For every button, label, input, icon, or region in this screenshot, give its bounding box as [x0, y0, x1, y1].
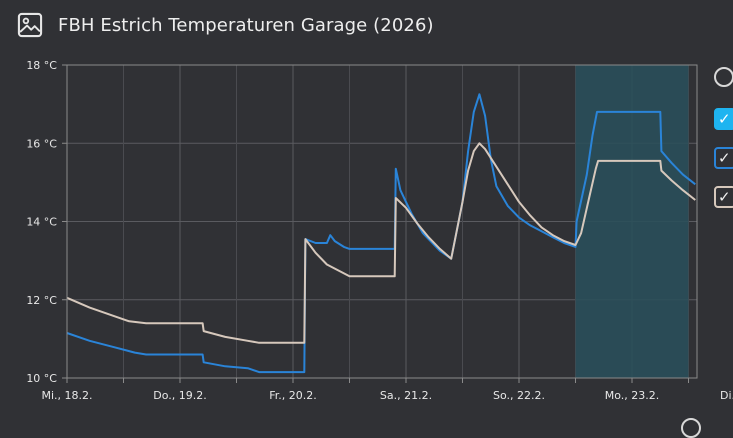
y-tick-label: 14 °C	[26, 216, 57, 229]
legend-checkbox[interactable]: ✓	[714, 108, 733, 130]
temperature-chart: 10 °C 12 °C 14 °C 16 °C 18 °C Mi., 18.2. Do., …	[26, 59, 733, 402]
weekday-highlight	[575, 65, 689, 378]
chart-axes	[62, 64, 698, 383]
x-tick-label: So., 22.2.	[493, 389, 545, 402]
legend-radio[interactable]	[714, 67, 733, 87]
series-group	[66, 93, 696, 374]
plot-frame	[66, 64, 698, 379]
check-icon: ✓	[718, 188, 731, 206]
chart-title: FBH Estrich Temperaturen Garage (2026)	[58, 14, 434, 36]
series-line	[66, 142, 696, 344]
check-icon: ✓	[718, 149, 731, 167]
partial-control-icon[interactable]	[681, 418, 701, 438]
x-tick-label: Di., 24.2.	[720, 389, 733, 402]
x-tick-label: Fr., 20.2.	[269, 389, 317, 402]
highlight-band	[575, 65, 689, 378]
image-icon	[17, 12, 43, 38]
y-tick-label: 12 °C	[26, 294, 57, 307]
y-tick-label: 18 °C	[26, 59, 57, 72]
legend-checkbox[interactable]: ✓	[714, 147, 733, 169]
x-tick-label: Sa., 21.2.	[380, 389, 432, 402]
check-icon: ✓	[718, 110, 731, 128]
x-tick-label: Mi., 18.2.	[41, 389, 92, 402]
x-tick-label: Do., 19.2.	[153, 389, 207, 402]
legend-checkbox[interactable]: ✓	[714, 186, 733, 208]
chart-header: FBH Estrich Temperaturen Garage (2026)	[16, 8, 434, 42]
tick-labels: 10 °C 12 °C 14 °C 16 °C 18 °C Mi., 18.2. Do., …	[26, 59, 733, 402]
y-tick-label: 10 °C	[26, 372, 57, 385]
x-tick-label: Mo., 23.2.	[605, 389, 660, 402]
y-tick-label: 16 °C	[26, 137, 57, 150]
